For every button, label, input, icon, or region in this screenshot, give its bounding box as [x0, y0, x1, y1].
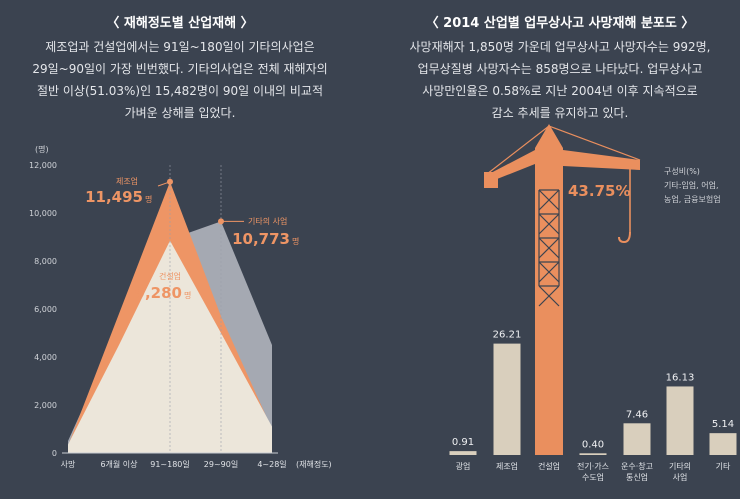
crane-counterweight [484, 172, 498, 188]
left-panel-description: 제조업과 건설업에서는 91일~180일이 기타의사업은 29일~90일이 가장… [20, 36, 340, 124]
bar-category-label: 통신업 [626, 473, 648, 482]
bar-value-label: 0.91 [452, 437, 474, 448]
callout-unit-manufacturing: 명 [145, 194, 152, 204]
left-desc-line: 절반 이상(51.03%)인 15,482명이 90일 이내의 비교적 [36, 84, 323, 98]
callout-label-construction: 건설업 [159, 271, 181, 281]
bar-value-label: 26.21 [493, 330, 522, 341]
right-panel-description: 사망재해자 1,850명 가운데 업무상사고 사망자수는 992명, 업무상질병… [395, 36, 725, 124]
crane-jib [563, 150, 640, 170]
callout-leader-manufacturing [157, 181, 171, 187]
crane-lattice-line [538, 189, 560, 211]
legend-title: 구성비(%) [664, 167, 700, 176]
y-axis-unit: (명) [35, 144, 49, 154]
left-desc-line: 가벼운 상해를 입었다. [124, 106, 236, 120]
y-tick-label: 12,000 [29, 161, 57, 170]
bar-category-label: 운수·창고 [621, 462, 653, 471]
bar-highlight-construction [535, 269, 563, 455]
right-desc-line: 감소 추세를 유지하고 있다. [491, 106, 629, 120]
crane-lattice-line [538, 213, 560, 235]
crane-lattice-line [538, 285, 560, 307]
crane-counter-jib [487, 150, 535, 183]
crane-apex [535, 124, 563, 148]
callout-value-manufacturing: 11,495 [85, 188, 143, 206]
bar [493, 343, 521, 455]
legend-note: 기타:임업, 어업, [664, 180, 718, 190]
bar [449, 451, 477, 455]
x-tick-label: 4~28일 [257, 460, 286, 469]
bar-category-label: 기타 [716, 462, 731, 471]
bar-category-label: 건설업 [538, 461, 560, 471]
bar-category-label: 전기·가스 [577, 461, 609, 471]
callout-label-other: 기타의 사업 [248, 216, 287, 226]
bar-value-label-highlight: 43.75% [568, 182, 630, 200]
left-panel-title: 〈 재해정도별 산업재해 〉 [106, 16, 254, 31]
bar-value-label: 16.13 [666, 372, 695, 383]
x-tick-label: 91~180일 [150, 460, 190, 469]
left-desc-line: 제조업과 건설업에서는 91일~180일이 기타의사업은 [45, 40, 315, 54]
right-desc-line: 사망만인율은 0.58%로 지난 2004년 이후 지속적으로 [422, 84, 698, 98]
y-tick-label: 10,000 [29, 209, 57, 218]
x-tick-label: 29~90일 [204, 460, 238, 469]
crane-lattice-line [538, 261, 560, 283]
x-tick-label: 사망 [61, 459, 76, 469]
bar [709, 433, 737, 455]
bar [623, 423, 651, 455]
y-tick-label: 0 [52, 449, 57, 458]
callout-unit-construction: 명 [184, 290, 191, 300]
callout-value-construction: 9,280 [135, 284, 182, 302]
right-desc-line: 사망재해자 1,850명 가운데 업무상사고 사망자수는 992명, [409, 40, 711, 54]
bar-value-label: 7.46 [626, 409, 648, 420]
y-tick-label: 8,000 [34, 257, 57, 266]
crane-cable-back [486, 125, 550, 175]
bar [666, 386, 694, 455]
bar-value-label: 0.40 [582, 439, 604, 450]
x-tick-label: 6개월 이상 [100, 459, 138, 469]
callout-unit-other: 명 [292, 236, 299, 246]
right-desc-line: 업무상질병 사망자수는 858명으로 나타났다. 업무상사고 [417, 62, 703, 76]
left-desc-line: 29일~90일이 가장 빈번했다. 기타의사업은 전체 재해자의 [32, 62, 328, 76]
bar-category-label: 광업 [456, 461, 471, 471]
bar-category-label: 사업 [673, 473, 688, 482]
bar-category-label: 기타의 [669, 461, 691, 471]
callout-label-manufacturing: 제조업 [116, 177, 138, 186]
callout-value-other: 10,773 [232, 230, 290, 248]
y-tick-label: 2,000 [34, 401, 57, 410]
legend-note: 농업, 금융보험업 [664, 195, 721, 204]
right-panel-title: 〈 2014 산업별 업무상사고 사망재해 분포도 〉 [425, 16, 695, 31]
bar-value-label: 5.14 [712, 419, 734, 430]
bar [579, 453, 607, 455]
y-tick-label: 6,000 [34, 305, 57, 314]
crane-cable-front [548, 125, 641, 161]
bar-category-label: 수도업 [582, 473, 604, 482]
y-tick-label: 4,000 [34, 353, 57, 362]
bar-category-label: 제조업 [496, 462, 518, 471]
crane-hook-icon [618, 231, 631, 244]
x-axis-unit: (재해정도) [296, 459, 332, 469]
crane-lattice-line [538, 237, 560, 259]
